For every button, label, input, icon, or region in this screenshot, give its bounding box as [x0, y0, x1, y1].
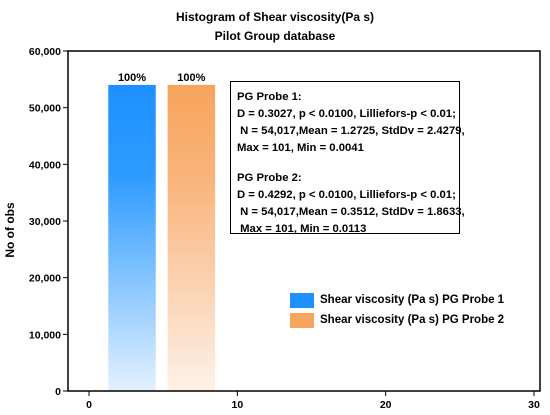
- annotation-line: Max = 101, Min = 0.0041: [237, 142, 364, 154]
- legend-swatch: [290, 292, 314, 308]
- legend: Shear viscosity (Pa s) PG Probe 1 Shear v…: [290, 291, 504, 331]
- y-tick-label: 0: [55, 386, 61, 398]
- bar-data-label: 100%: [177, 72, 205, 84]
- bar-data-label: 100%: [118, 72, 146, 84]
- statistics-annotation: PG Probe 1: D = 0.3027, p < 0.0100, Lilli…: [230, 81, 465, 235]
- y-tick-label: 10,000: [29, 329, 61, 341]
- x-tick-label: 0: [86, 399, 92, 411]
- legend-item: Shear viscosity (Pa s) PG Probe 2: [290, 311, 504, 329]
- plot-frame: [67, 50, 541, 392]
- x-tick-label: 20: [380, 399, 392, 411]
- y-tick-label: 20,000: [29, 273, 61, 285]
- annotation-line: N = 54,017,Mean = 0.3512, StdDv = 1.8633…: [237, 206, 465, 218]
- y-tick-label: 50,000: [29, 103, 61, 115]
- y-axis-label: No of obs: [3, 202, 17, 258]
- annotation-line: PG Probe 2:: [237, 172, 302, 184]
- legend-label: Shear viscosity (Pa s) PG Probe 2: [320, 314, 505, 326]
- y-tick-label: 30,000: [29, 216, 61, 228]
- legend-swatch: [290, 312, 314, 328]
- histogram-bar: [167, 84, 216, 392]
- annotation-line: D = 0.4292, p < 0.0100, Lilliefors-p < 0…: [237, 189, 456, 201]
- chart-title: Histogram of Shear viscosity(Pa s): [176, 10, 374, 24]
- y-tick-label: 40,000: [29, 159, 61, 171]
- annotation-spacer: [237, 157, 459, 170]
- annotation-line: N = 54,017,Mean = 1.2725, StdDv = 2.4279…: [237, 125, 465, 137]
- x-tick-label: 10: [231, 399, 243, 411]
- histogram-bar: [108, 84, 156, 392]
- annotation-line: D = 0.3027, p < 0.0100, Lilliefors-p < 0…: [237, 108, 456, 120]
- legend-label: Shear viscosity (Pa s) PG Probe 1: [320, 294, 505, 306]
- chart-subtitle: Pilot Group database: [215, 29, 336, 43]
- y-tick-label: 60,000: [29, 46, 61, 58]
- annotation-line: Max = 101, Min = 0.0113: [237, 223, 367, 235]
- annotation-line: PG Probe 1:: [237, 91, 302, 103]
- legend-item: Shear viscosity (Pa s) PG Probe 1: [290, 291, 504, 309]
- x-tick-label: 30: [528, 399, 540, 411]
